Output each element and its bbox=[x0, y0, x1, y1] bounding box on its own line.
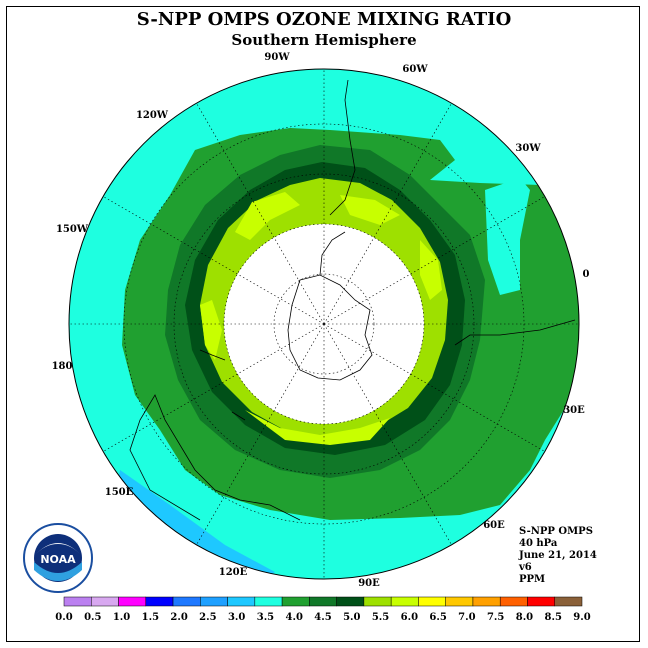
colorbar-swatch bbox=[363, 596, 392, 607]
lon-label-0: 0 bbox=[583, 269, 590, 280]
colorbar-swatch bbox=[91, 596, 119, 607]
colorbar-swatch bbox=[472, 596, 501, 607]
version-label: v6 bbox=[519, 562, 532, 573]
logo-text: NOAA bbox=[40, 553, 76, 566]
colorbar-tick-label: 9.0 bbox=[573, 612, 590, 623]
map-boundary bbox=[68, 68, 580, 580]
lon-label-150e: 150E bbox=[105, 487, 134, 498]
colorbar-swatch bbox=[418, 596, 446, 607]
colorbar-swatches bbox=[63, 596, 583, 607]
colorbar-swatch bbox=[336, 596, 365, 607]
date-label: June 21, 2014 bbox=[519, 550, 597, 561]
colorbar-swatch bbox=[254, 596, 283, 607]
map-subtitle: Southern Hemisphere bbox=[231, 31, 417, 49]
pressure-level-label: 40 hPa bbox=[519, 538, 558, 549]
colorbar-swatch bbox=[309, 596, 337, 607]
noaa-logo-icon: NOAA bbox=[23, 523, 93, 593]
colorbar-tick-label: 6.5 bbox=[429, 612, 446, 623]
lon-label-60e: 60E bbox=[483, 520, 505, 531]
colorbar-tick-label: 3.5 bbox=[257, 612, 274, 623]
coastlines bbox=[129, 79, 576, 521]
colorbar-tick-label: 5.5 bbox=[372, 612, 389, 623]
lon-label-90w: 90W bbox=[264, 52, 290, 63]
lon-label-150w: 150W bbox=[56, 224, 89, 235]
colorbar-tick-label: 4.0 bbox=[286, 612, 303, 623]
colorbar-tick-label: 3.0 bbox=[228, 612, 245, 623]
colorbar-swatch bbox=[227, 596, 256, 607]
colorbar-tick-label: 0.0 bbox=[55, 612, 72, 623]
colorbar-tick-label: 6.0 bbox=[401, 612, 418, 623]
colorbar-tick-label: 7.5 bbox=[487, 612, 504, 623]
colorbar-swatch bbox=[200, 596, 228, 607]
latitude-circle bbox=[273, 273, 375, 375]
lon-label-90e: 90E bbox=[358, 578, 380, 589]
meridian-line bbox=[196, 103, 325, 325]
colorbar-swatch bbox=[145, 596, 174, 607]
colorbar-tick-label: 7.0 bbox=[458, 612, 475, 623]
lon-label-120w: 120W bbox=[136, 110, 169, 121]
meridian-line bbox=[103, 196, 325, 325]
colorbar-tick-label: 8.5 bbox=[545, 612, 562, 623]
colorbar-tick-label: 0.5 bbox=[84, 612, 101, 623]
colorbar-swatch bbox=[172, 596, 201, 607]
colorbar-swatch bbox=[554, 596, 583, 607]
meridian-line bbox=[196, 323, 325, 545]
colorbar: 0.0 0.5 1.0 1.5 2.0 2.5 3.0 3.5 4.0 4.5 5.0 5.5 6.0 6… bbox=[55, 596, 591, 623]
africa-coastline bbox=[454, 319, 576, 346]
colorbar-swatch bbox=[63, 596, 92, 607]
colorbar-labels: 0.0 0.5 1.0 1.5 2.0 2.5 3.0 3.5 4.0 4.5 5.0 5.5 6.0 6… bbox=[55, 612, 590, 623]
image-frame bbox=[6, 6, 640, 642]
colorbar-tick-label: 4.5 bbox=[314, 612, 331, 623]
antarctic-peninsula-coastline bbox=[319, 231, 346, 276]
lon-label-60w: 60W bbox=[402, 64, 428, 75]
south-america-coastline bbox=[329, 79, 356, 216]
antarctica-coastline bbox=[287, 274, 373, 381]
australia-coastline bbox=[129, 394, 301, 521]
colorbar-swatch bbox=[118, 596, 147, 607]
graticule bbox=[69, 69, 579, 579]
colorbar-tick-label: 5.0 bbox=[343, 612, 360, 623]
latitude-circle bbox=[173, 173, 475, 475]
units-label: PPM bbox=[519, 574, 546, 585]
map-title: S-NPP OMPS OZONE MIXING RATIO bbox=[136, 9, 512, 30]
meridian-line bbox=[323, 103, 452, 325]
meridian-line bbox=[323, 323, 545, 452]
colorbar-tick-label: 8.0 bbox=[516, 612, 533, 623]
colorbar-swatch bbox=[527, 596, 555, 607]
lon-label-30w: 30W bbox=[515, 143, 541, 154]
meridian-line bbox=[323, 323, 452, 545]
new-zealand-coastline bbox=[199, 349, 246, 421]
band-3-5-inlet bbox=[485, 178, 530, 295]
meridian-line bbox=[103, 323, 325, 452]
colorbar-tick-label: 2.5 bbox=[199, 612, 216, 623]
colorbar-tick-label: 2.0 bbox=[170, 612, 187, 623]
ozone-field bbox=[69, 69, 579, 579]
meridian-line bbox=[323, 196, 545, 325]
colorbar-swatch bbox=[445, 596, 474, 607]
instrument-label: S-NPP OMPS bbox=[519, 526, 593, 537]
colorbar-swatch bbox=[281, 596, 310, 607]
colorbar-swatch bbox=[390, 596, 419, 607]
colorbar-tick-label: 1.5 bbox=[142, 612, 159, 623]
colorbar-swatch bbox=[499, 596, 528, 607]
lon-label-120e: 120E bbox=[219, 567, 248, 578]
colorbar-tick-label: 1.0 bbox=[113, 612, 130, 623]
longitude-labels: 90W 60W 120W 30W 150W 0 180 30E 150E 60E 120E 90E bbox=[52, 52, 590, 589]
lon-label-30e: 30E bbox=[563, 405, 585, 416]
info-panel: S-NPP OMPS 40 hPa June 21, 2014 v6 PPM bbox=[519, 526, 597, 586]
lon-label-180: 180 bbox=[52, 361, 73, 372]
